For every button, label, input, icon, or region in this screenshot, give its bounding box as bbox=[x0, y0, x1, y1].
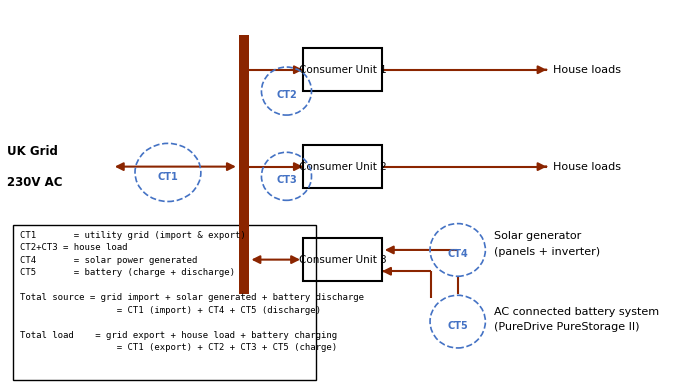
Bar bbox=[239, 35, 248, 294]
Bar bbox=[303, 48, 382, 91]
Text: CT5: CT5 bbox=[447, 320, 468, 331]
Text: AC connected battery system: AC connected battery system bbox=[494, 307, 659, 317]
Bar bbox=[303, 146, 382, 188]
Text: CT2: CT2 bbox=[276, 90, 297, 100]
Text: Consumer Unit 2: Consumer Unit 2 bbox=[299, 162, 386, 171]
Text: Consumer Unit 1: Consumer Unit 1 bbox=[299, 65, 386, 75]
Text: House loads: House loads bbox=[553, 162, 621, 171]
Text: (panels + inverter): (panels + inverter) bbox=[494, 247, 600, 257]
Text: CT4: CT4 bbox=[447, 249, 468, 259]
Text: CT3: CT3 bbox=[276, 175, 297, 185]
Text: (PureDrive PureStorage II): (PureDrive PureStorage II) bbox=[494, 322, 640, 333]
Text: 230V AC: 230V AC bbox=[7, 176, 62, 189]
Text: CT1       = utility grid (import & export)
CT2+CT3 = house load
CT4       = sola: CT1 = utility grid (import & export) CT2… bbox=[20, 230, 364, 352]
Text: Consumer Unit 3: Consumer Unit 3 bbox=[299, 255, 386, 265]
Text: UK Grid: UK Grid bbox=[7, 145, 57, 158]
Bar bbox=[303, 238, 382, 281]
Text: House loads: House loads bbox=[553, 65, 621, 75]
Text: Solar generator: Solar generator bbox=[494, 231, 581, 241]
Text: CT1: CT1 bbox=[157, 172, 178, 182]
Bar bbox=[13, 225, 316, 380]
